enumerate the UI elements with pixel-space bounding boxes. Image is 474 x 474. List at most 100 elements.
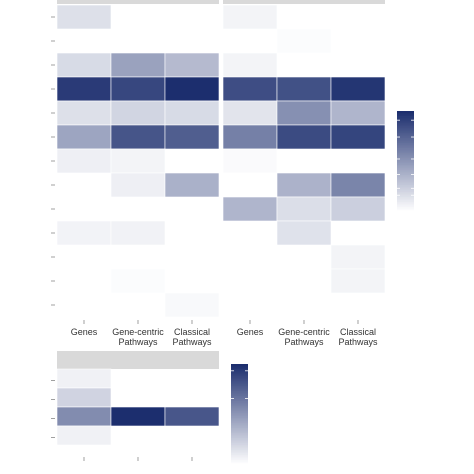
legend-gradient [231,367,248,370]
legend-gradient [231,380,248,383]
legend-gradient [231,456,248,459]
legend-gradient [397,185,414,188]
legend-gradient [231,434,248,437]
legend-gradient [231,459,248,463]
legend-gradient [231,384,248,387]
legend-gradient [397,195,414,198]
legend-gradient [397,188,414,191]
legend-gradient [397,148,414,151]
heatmap-cell [222,124,278,150]
heatmap-cell [56,387,112,408]
legend-gradient [397,190,414,193]
legend-gradient [397,151,414,154]
legend-gradient [397,203,414,206]
heatmap-cell [110,220,166,246]
legend-gradient [397,141,414,144]
legend-gradient [231,421,248,424]
heatmap-cell [110,268,166,294]
heatmap-cell [164,292,220,318]
legend-gradient [397,176,414,179]
heatmap-cell [56,425,112,446]
legend-gradient [231,377,248,380]
heatmap-cell [164,100,220,126]
column-label: Pathways [118,337,158,347]
legend-gradient [397,132,414,135]
heatmap-cell [56,52,112,78]
column-label: Pathways [172,337,212,347]
heatmap-cell [56,4,112,30]
legend-gradient [397,181,414,184]
heatmap-cell [330,172,386,198]
legend-gradient [231,439,248,442]
legend-gradient [397,154,414,157]
legend-gradient [231,389,248,392]
heatmap-cell [110,124,166,150]
legend-gradient [397,129,414,132]
legend-gradient [397,111,414,114]
legend-gradient [231,379,248,382]
legend-gradient [397,117,414,120]
legend-gradient [231,409,248,412]
legend-gradient [231,382,248,385]
legend-gradient [231,392,248,395]
column-label: Gene-centric [278,327,330,337]
heatmap-cell [164,172,220,198]
legend-gradient [231,458,248,461]
legend-gradient [397,127,414,130]
heatmap-cell [330,196,386,222]
legend-gradient [397,146,414,149]
heatmap-cell [164,52,220,78]
legend-gradient [397,126,414,129]
legend-gradient [231,461,248,464]
legend-gradient [397,112,414,115]
heatmap-cell [330,244,386,270]
legend-gradient [397,121,414,124]
legend-gradient [397,142,414,146]
legend-gradient [231,370,248,373]
legend-gradient [231,429,248,432]
heatmap-cell [110,148,166,174]
facet-strip [223,0,385,4]
legend-gradient [231,397,248,400]
legend-gradient [231,404,248,407]
heatmap-cell [56,148,112,174]
legend-gradient [231,399,248,402]
legend-gradient [231,402,248,405]
legend-gradient [397,180,414,183]
legend-gradient [231,451,248,454]
heatmap-cell [330,76,386,102]
column-label: Genes [71,327,98,337]
legend-gradient [231,407,248,410]
legend-gradient [231,463,248,466]
heatmap-cell [222,52,278,78]
legend-gradient [397,198,414,201]
legend-gradient [397,168,414,171]
legend-gradient [397,164,414,167]
heatmap-cell [276,172,332,198]
facet-strip [57,0,219,4]
legend-gradient [397,171,414,174]
legend-gradient [231,387,248,390]
legend-gradient [397,139,414,142]
heatmap-cell [276,124,332,150]
legend-gradient [231,394,248,397]
legend-gradient [397,161,414,164]
heatmap-cell [222,196,278,222]
legend-gradient [397,163,414,166]
legend-gradient [231,416,248,419]
legend-gradient [231,385,248,388]
heatmap-cell [222,100,278,126]
heatmap-cell [110,52,166,78]
legend-gradient [231,431,248,434]
heatmap-cell [56,124,112,150]
legend-gradient [231,419,248,422]
heatmap-cell [56,220,112,246]
legend-gradient [231,427,248,431]
heatmap-cell [110,172,166,198]
legend-gradient [397,153,414,156]
legend-gradient [397,183,414,186]
column-label: Pathways [284,337,324,347]
legend-gradient [397,191,414,194]
legend-gradient [231,369,248,372]
